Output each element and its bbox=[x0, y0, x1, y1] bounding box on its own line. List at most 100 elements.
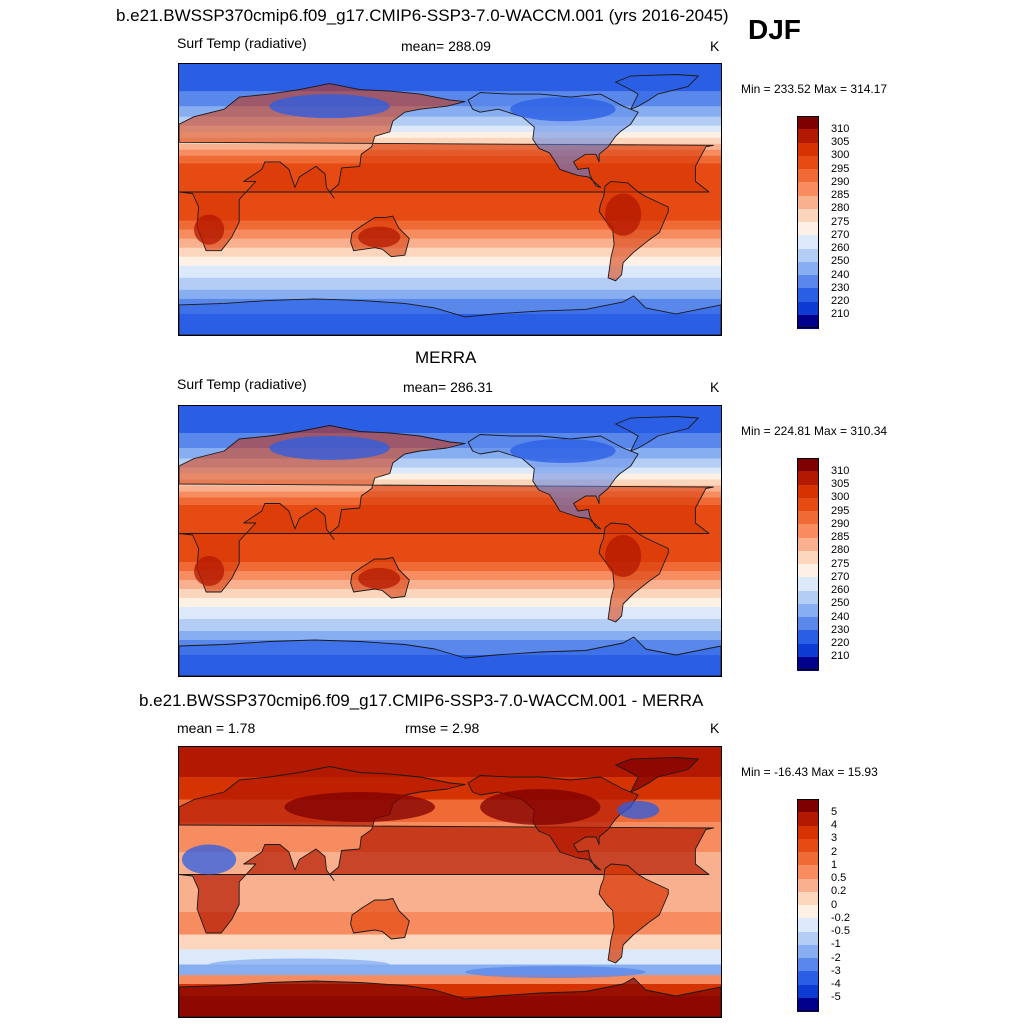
latitude-band bbox=[179, 607, 721, 620]
panel-2-map bbox=[178, 405, 722, 677]
colorbar-tick-label: 0 bbox=[831, 898, 838, 911]
field-anomaly-patch bbox=[182, 844, 237, 875]
field-anomaly-patch bbox=[284, 792, 435, 822]
colorbar-tick-label: 260 bbox=[831, 584, 850, 596]
colorbar-tick-label: 250 bbox=[831, 597, 850, 610]
colorbar-tick-label: 220 bbox=[831, 295, 850, 307]
field-anomaly-patch bbox=[510, 97, 616, 122]
latitude-band bbox=[179, 458, 721, 469]
colorbar-tick-label: 230 bbox=[831, 281, 850, 294]
colorbar-tick-label: 210 bbox=[831, 650, 850, 663]
colorbar-tick-label: 285 bbox=[831, 189, 850, 201]
panel-1-minmax: Min = 233.52 Max = 314.17 bbox=[741, 82, 888, 96]
colorbar-swatch bbox=[797, 314, 819, 329]
field-anomaly-patch bbox=[209, 958, 390, 971]
continent-outline-africaEur bbox=[179, 425, 714, 593]
colorbar-frame bbox=[797, 458, 819, 670]
panel-1-map bbox=[178, 63, 722, 336]
map-canvas bbox=[179, 64, 721, 335]
latitude-band bbox=[179, 934, 721, 951]
colorbar-tick-label: 305 bbox=[831, 478, 850, 490]
colorbar-swatch bbox=[797, 643, 819, 658]
colorbar-tick-label: 295 bbox=[831, 162, 850, 175]
colorbar-swatch bbox=[797, 288, 819, 302]
panel-1-colorbar: 310 305 300 295 290 285 280 275 270 260 250 240 230 2… bbox=[797, 116, 857, 329]
colorbar-swatch bbox=[797, 825, 819, 840]
colorbar-swatch bbox=[797, 261, 819, 276]
latitude-band bbox=[179, 247, 721, 258]
continent-outline-greenland bbox=[615, 74, 699, 110]
panel-2-units: K bbox=[710, 379, 720, 395]
field-anomaly-patch bbox=[465, 966, 646, 978]
field-anomaly-patch bbox=[358, 568, 401, 589]
field-anomaly-patch bbox=[605, 193, 642, 236]
colorbar-tick-label: 275 bbox=[831, 557, 850, 570]
panel-3-rmse-label: rmse = 2.98 bbox=[405, 720, 480, 736]
colorbar-swatch bbox=[797, 248, 819, 263]
colorbar-tick-label: 305 bbox=[831, 136, 850, 148]
colorbar-swatch bbox=[797, 984, 819, 999]
colorbar-tick-label: 2 bbox=[831, 845, 838, 858]
colorbar-tick-label: 300 bbox=[831, 149, 850, 162]
colorbar-frame bbox=[797, 116, 819, 328]
panel-3-units: K bbox=[710, 720, 720, 736]
colorbar-swatch bbox=[797, 458, 819, 472]
colorbar-frame bbox=[797, 799, 819, 1011]
colorbar-swatch bbox=[797, 484, 819, 499]
latitude-band bbox=[179, 571, 721, 581]
colorbar-swatch bbox=[797, 617, 819, 631]
field-anomaly-patch bbox=[480, 789, 601, 825]
latitude-band bbox=[179, 125, 721, 133]
colorbar-swatch bbox=[797, 944, 819, 959]
colorbar-swatch bbox=[797, 603, 819, 618]
colorbar-swatch bbox=[797, 564, 819, 578]
latitude-band bbox=[179, 106, 721, 118]
colorbar-tick-label: 210 bbox=[831, 308, 850, 321]
colorbar-swatch bbox=[797, 537, 819, 552]
colorbar-tick-label: 250 bbox=[831, 255, 850, 268]
colorbar-swatch bbox=[797, 878, 819, 893]
latitude-band bbox=[179, 598, 721, 608]
colorbar-swatch bbox=[797, 222, 819, 236]
colorbar-swatch bbox=[797, 275, 819, 289]
colorbar-swatch bbox=[797, 905, 819, 919]
colorbar-swatch bbox=[797, 471, 819, 485]
colorbar-tick-label: 3 bbox=[831, 832, 838, 845]
panel-3-title: b.e21.BWSSP370cmip6.f09_g17.CMIP6-SSP3-7… bbox=[139, 691, 704, 710]
latitude-band bbox=[179, 619, 721, 632]
latitude-band bbox=[179, 256, 721, 267]
colorbar-tick-label: 240 bbox=[831, 610, 850, 623]
continent-outline-antarctica bbox=[179, 977, 721, 1017]
field-anomaly-patch bbox=[194, 556, 225, 586]
latitude-band bbox=[179, 562, 721, 572]
colorbar-tick-label: -2 bbox=[831, 951, 841, 964]
colorbar-swatch bbox=[797, 155, 819, 170]
colorbar-tick-label: 230 bbox=[831, 623, 850, 636]
panel-3-map bbox=[178, 746, 722, 1018]
latitude-band bbox=[179, 448, 721, 460]
continent-outline-greenland bbox=[615, 757, 699, 793]
colorbar-swatch bbox=[797, 182, 819, 196]
colorbar-swatch bbox=[797, 630, 819, 644]
colorbar-swatch bbox=[797, 799, 819, 813]
colorbar-swatch bbox=[797, 497, 819, 512]
latitude-band bbox=[179, 289, 721, 300]
colorbar-swatch bbox=[797, 590, 819, 605]
panel-3-mean-label: mean = 1.78 bbox=[177, 720, 256, 736]
colorbar-swatch bbox=[797, 577, 819, 591]
colorbar-swatch bbox=[797, 891, 819, 906]
colorbar-swatch bbox=[797, 865, 819, 879]
latitude-band bbox=[179, 473, 721, 481]
latitude-band bbox=[179, 131, 721, 139]
colorbar-tick-label: 220 bbox=[831, 637, 850, 649]
season-label: DJF bbox=[748, 14, 801, 45]
colorbar-swatch bbox=[797, 169, 819, 183]
latitude-band bbox=[179, 137, 721, 145]
colorbar-swatch bbox=[797, 301, 819, 316]
colorbar-swatch bbox=[797, 208, 819, 223]
colorbar-swatch bbox=[797, 958, 819, 972]
field-anomaly-patch bbox=[510, 439, 616, 463]
colorbar-swatch bbox=[797, 524, 819, 538]
panel-1-mean-label: mean= 288.09 bbox=[401, 38, 491, 54]
field-anomaly-patch bbox=[605, 535, 642, 577]
